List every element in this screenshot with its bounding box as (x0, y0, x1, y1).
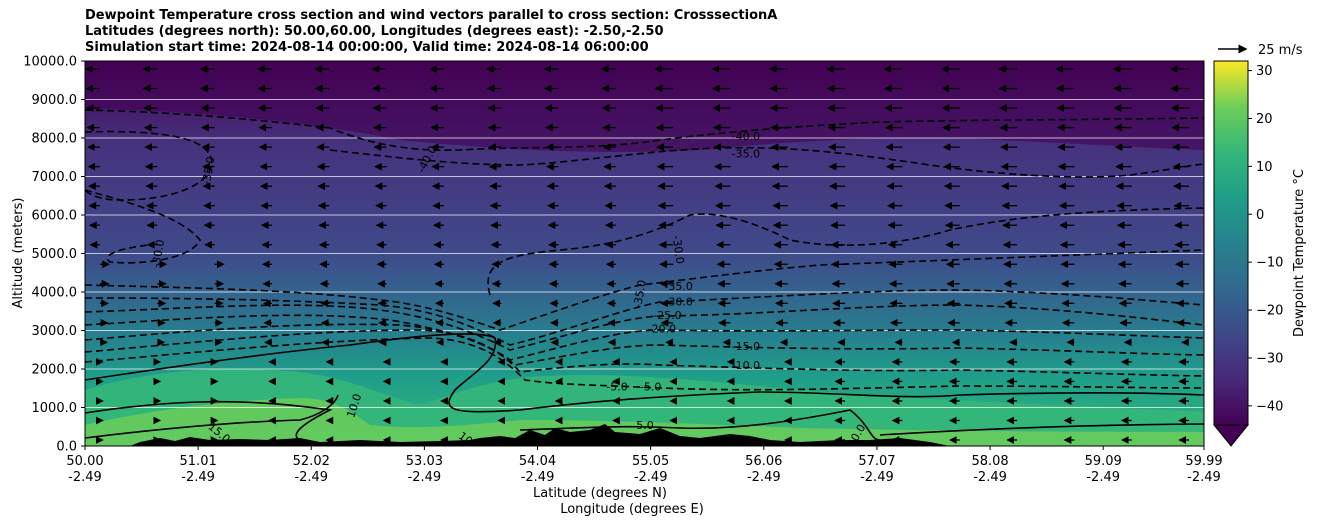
x-axis-label: Latitude (degrees N) (533, 486, 667, 501)
contour-10 (85, 394, 339, 439)
contour-labels: -40.0-35.0-40.0-35.0-30.0 -30.0-35.0 -35.0… (149, 130, 868, 448)
x-tick-label-lon: -2.49 (860, 470, 894, 485)
x-tick-label-lon: -2.49 (1187, 470, 1221, 485)
x-axis-label-2: Longitude (degrees E) (560, 502, 704, 517)
x-axis: 50.00-2.4951.01-2.4952.02-2.4953.03-2.49… (66, 446, 1223, 485)
quiver-key: 25 m/s (1218, 43, 1303, 58)
y-tick-label: 7000.0 (32, 170, 78, 185)
x-tick-label-lat: 57.07 (858, 454, 895, 469)
x-tick-label-lon: -2.49 (68, 470, 102, 485)
x-tick-label-lon: -2.49 (408, 470, 442, 485)
x-tick-label-lon: -2.49 (181, 470, 215, 485)
contour-label: -20.0 (648, 323, 676, 336)
y-tick-label: 6000.0 (32, 209, 78, 224)
contour-minus-20 (85, 314, 1204, 361)
contour-label: 10 (456, 429, 475, 448)
colorbar-extend-min (1212, 424, 1250, 447)
wind-vectors (85, 65, 1189, 444)
horizontal-gridlines (85, 99, 1204, 408)
title-line-2: Latitudes (degrees north): 50.00,60.00, … (85, 24, 664, 39)
contour-label: -5.0 (640, 380, 661, 393)
contour-label: -25.0 (653, 309, 681, 322)
y-tick-label: 0.0 (56, 440, 77, 455)
contour-minus-35 (85, 130, 1204, 201)
x-tick-label-lat: 51.01 (180, 454, 217, 469)
colorbar-label: Dewpoint Temperature °C (1292, 169, 1307, 337)
contour-label: -10.0 (732, 359, 760, 372)
x-tick-label-lon: -2.49 (294, 470, 328, 485)
x-tick-label-lat: 59.09 (1085, 454, 1122, 469)
x-tick-label-lat: 59.99 (1185, 454, 1222, 469)
title-line-1: Dewpoint Temperature cross section and w… (85, 8, 778, 23)
colorbar-gradient (1213, 60, 1249, 426)
contour-label: -35.0 (200, 156, 218, 186)
contour-label: -35.0 (631, 279, 649, 309)
colorbar-tick-label: 30 (1256, 64, 1273, 79)
y-axis-label: Altitude (meters) (11, 198, 26, 309)
x-tick-label-lat: 53.03 (406, 454, 443, 469)
contour-label: -40.0 (732, 130, 760, 143)
x-tick-label-lon: -2.49 (747, 470, 781, 485)
quiver-key-label: 25 m/s (1258, 43, 1303, 58)
plot-area: -40.0-35.0-40.0-35.0-30.0 -30.0-35.0 -35.0… (85, 61, 1204, 448)
colorbar-ticks: 30 20 10 0 −10 −20 −30 −40 (1248, 64, 1283, 414)
colorbar-tick-label: −10 (1256, 256, 1283, 271)
contour-minus-30 (85, 189, 1204, 296)
colorbar-tick-label: −20 (1256, 304, 1283, 319)
x-tick-label-lat: 56.06 (745, 454, 782, 469)
contour-label: 5.0 (636, 419, 654, 432)
y-axis: 0.0 1000.0 2000.0 3000.0 4000.0 5000.0 6000.0 7… (23, 55, 85, 455)
colorbar-tick-label: −30 (1256, 351, 1283, 366)
contour-label: -30.0 (149, 238, 167, 268)
contour-minus-40 (85, 109, 1204, 152)
contour-minus-15 (85, 323, 1204, 366)
title-line-3: Simulation start time: 2024-08-14 00:00:… (85, 40, 649, 55)
contour-minus-5 (85, 337, 1204, 391)
y-tick-label: 4000.0 (32, 286, 78, 301)
x-tick-label-lat: 54.04 (519, 454, 556, 469)
colorbar-tick-label: 10 (1256, 160, 1273, 175)
warmest-field-layer (85, 398, 1204, 446)
y-tick-label: 1000.0 (32, 401, 78, 416)
contour-minus-30-low (85, 289, 1204, 346)
x-tick-label-lon: -2.49 (1086, 470, 1120, 485)
x-tick-label-lon: -2.49 (521, 470, 555, 485)
colorbar-tick-label: 0 (1256, 208, 1264, 223)
x-tick-label-lat: 50.00 (66, 454, 103, 469)
y-tick-label: 9000.0 (32, 93, 78, 108)
contour-label: -35.0 (732, 147, 760, 160)
x-tick-label-lat: 55.05 (632, 454, 669, 469)
colorbar-tick-label: −40 (1256, 399, 1283, 414)
contour-label: -15.0 (732, 340, 760, 353)
y-tick-label: 5000.0 (32, 247, 78, 262)
contour-minus-35-low (85, 249, 1204, 331)
x-tick-label-lon: -2.49 (973, 470, 1007, 485)
x-tick-label-lat: 52.02 (293, 454, 330, 469)
contour-label: -5.0 (606, 380, 627, 393)
y-tick-label: 8000.0 (32, 132, 78, 147)
contour-label: -30.0 (670, 235, 687, 265)
y-tick-label: 10000.0 (23, 55, 77, 70)
colorbar-tick-label: 20 (1256, 112, 1273, 127)
x-tick-label-lon: -2.49 (634, 470, 668, 485)
colorbar: 30 20 10 0 −10 −20 −30 −40 Dewpoint Temperature… (1212, 60, 1307, 447)
contour-label: -35.0 (664, 280, 692, 293)
contour-0 (85, 333, 1204, 413)
cold-field-layer (85, 61, 1204, 152)
contour-label: -30.0 (664, 296, 692, 309)
y-tick-label: 2000.0 (32, 363, 78, 378)
y-tick-label: 3000.0 (32, 324, 78, 339)
x-tick-label-lat: 58.08 (971, 454, 1008, 469)
